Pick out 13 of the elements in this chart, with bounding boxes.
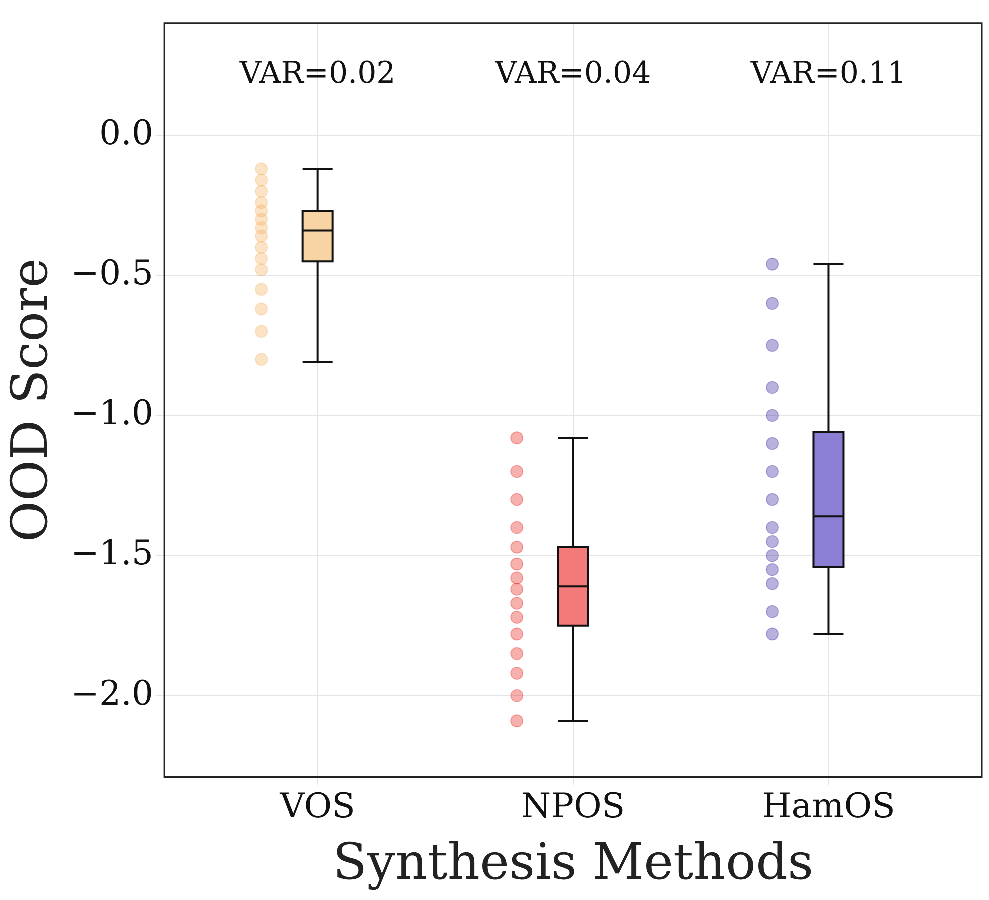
annotation: VAR=0.02 — [238, 56, 396, 92]
x-tick-label: HamOS — [762, 786, 896, 826]
annotation: VAR=0.11 — [750, 56, 907, 92]
x-tick-label: NPOS — [521, 786, 626, 826]
x-tick-label: VOS — [279, 786, 356, 826]
x-axis-title: Synthesis Methods — [332, 832, 814, 891]
y-tick-label: −0.5 — [70, 253, 154, 294]
y-tick-label: −1.5 — [70, 534, 154, 574]
annotation: VAR=0.04 — [494, 56, 652, 92]
y-tick-label: −2.0 — [70, 674, 154, 714]
y-tick-label: 0.0 — [99, 113, 154, 154]
y-axis-title: OOD Score — [0, 258, 59, 542]
y-tick-label: −1.0 — [70, 394, 154, 434]
